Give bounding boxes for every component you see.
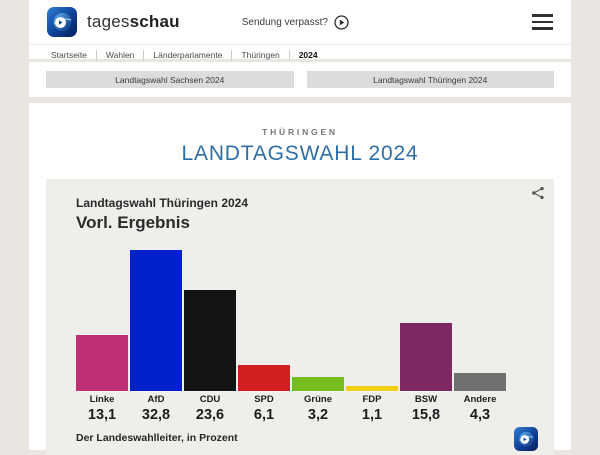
bar-fdp <box>346 386 398 391</box>
chart-subtitle: Vorl. Ergebnis <box>76 213 190 232</box>
bar-spd <box>238 364 290 391</box>
breadcrumb-separator <box>288 49 290 60</box>
bar-andere <box>454 372 506 391</box>
share-icon[interactable] <box>531 186 545 200</box>
region-eyebrow: THÜRINGEN <box>262 127 338 137</box>
party-name: FDP <box>362 394 382 405</box>
party-name: Linke <box>89 394 115 405</box>
sendung-verpasst-label: Sendung verpasst? <box>241 16 328 28</box>
breadcrumb-separator <box>95 49 97 60</box>
menu-icon[interactable] <box>530 12 555 32</box>
bar-label-afd: AfD 32,8 <box>130 394 182 423</box>
party-value: 6,1 <box>253 407 275 423</box>
bar-afd <box>130 250 182 391</box>
breadcrumb-separator <box>143 49 145 60</box>
content-column: tagesschau Sendung verpasst? Startseite W… <box>29 0 571 455</box>
bar-label-grüne: Grüne 3,2 <box>292 394 344 423</box>
landtagswahl-sachsen-button[interactable]: Landtagswahl Sachsen 2024 <box>46 71 294 88</box>
header-divider <box>29 44 571 45</box>
breadcrumb-item[interactable]: Wahlen <box>105 49 135 60</box>
election-button-strip: Landtagswahl Sachsen 2024 Landtagswahl T… <box>29 62 571 97</box>
main-section: THÜRINGEN LANDTAGSWAHL 2024 Landtagswahl… <box>29 103 571 455</box>
sendung-verpasst-link[interactable]: Sendung verpasst? <box>241 14 349 30</box>
party-value: 23,6 <box>195 407 225 423</box>
bar-label-andere: Andere 4,3 <box>454 394 506 423</box>
bar-label-cdu: CDU 23,6 <box>184 394 236 423</box>
bar-label-bsw: BSW 15,8 <box>400 394 452 423</box>
party-name: Andere <box>463 394 497 405</box>
breadcrumb-item[interactable]: 2024 <box>298 49 318 60</box>
brand-bold: schau <box>129 12 180 31</box>
logo-row: tagesschau Sendung verpasst? <box>29 0 571 38</box>
breadcrumb: Startseite Wahlen Länderparlamente Thüringe… <box>29 45 571 64</box>
chart-title: Landtagswahl Thüringen 2024 <box>76 196 249 210</box>
bar-chart-labels: Linke 13,1 AfD 32,8 CDU 23,6 SPD 6,1 Grüne 3,2 FDP… <box>76 394 506 423</box>
party-value: 15,8 <box>411 407 441 423</box>
party-name: CDU <box>199 394 221 405</box>
breadcrumb-item[interactable]: Startseite <box>51 49 87 60</box>
breadcrumb-item[interactable]: Länderparlamente <box>153 49 223 60</box>
brand-wordmark[interactable]: tagesschau <box>87 12 180 32</box>
party-name: SPD <box>254 394 274 405</box>
chart-source: Der Landeswahlleiter, in Prozent <box>76 432 238 444</box>
bar-linke <box>76 334 128 391</box>
play-icon <box>334 14 349 30</box>
party-value: 13,1 <box>87 407 117 423</box>
bar-chart-bars <box>76 242 506 392</box>
breadcrumb-separator <box>231 49 233 60</box>
tagesschau-watermark-icon <box>514 427 538 451</box>
party-name: BSW <box>414 394 438 405</box>
page-title: LANDTAGSWAHL 2024 <box>181 142 419 165</box>
bar-bsw <box>400 323 452 391</box>
bar-label-spd: SPD 6,1 <box>238 394 290 423</box>
party-value: 4,3 <box>469 407 491 423</box>
breadcrumb-item[interactable]: Thüringen <box>241 49 280 60</box>
party-value: 32,8 <box>141 407 171 423</box>
brand-regular: tages <box>87 12 130 31</box>
results-chart-card: Landtagswahl Thüringen 2024 Vorl. Ergebn… <box>46 179 554 455</box>
tagesschau-logo-icon[interactable] <box>47 7 77 37</box>
bar-label-linke: Linke 13,1 <box>76 394 128 423</box>
party-name: AfD <box>147 394 165 405</box>
party-value: 3,2 <box>307 407 329 423</box>
site-header: tagesschau Sendung verpasst? Startseite W… <box>29 0 571 60</box>
party-value: 1,1 <box>361 407 383 423</box>
bar-label-fdp: FDP 1,1 <box>346 394 398 423</box>
bar-grüne <box>292 377 344 391</box>
landtagswahl-thueringen-button[interactable]: Landtagswahl Thüringen 2024 <box>306 71 554 88</box>
party-name: Grüne <box>304 394 332 405</box>
bar-cdu <box>184 289 236 391</box>
